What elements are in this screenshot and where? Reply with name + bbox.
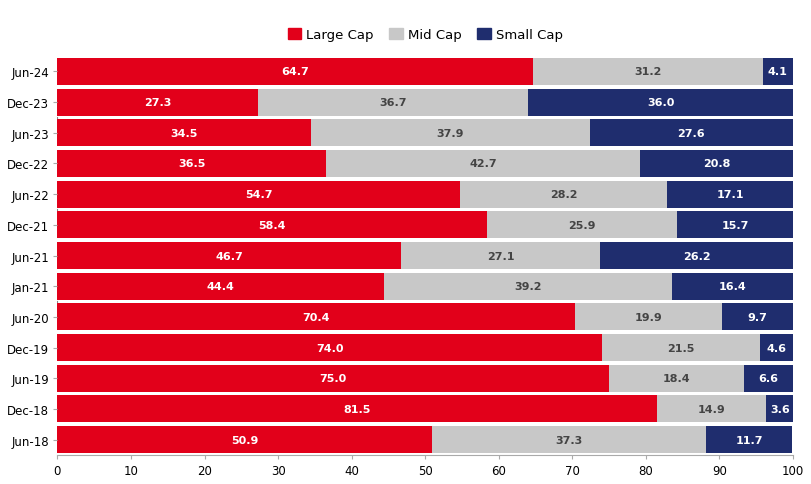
Text: 46.7: 46.7	[215, 251, 243, 261]
Text: 17.1: 17.1	[716, 190, 744, 200]
Bar	[58, 334, 602, 362]
Text: 26.2: 26.2	[683, 251, 710, 261]
Text: 37.3: 37.3	[556, 435, 582, 445]
Bar	[744, 365, 793, 392]
Text: 54.7: 54.7	[245, 190, 272, 200]
Bar	[528, 90, 793, 116]
Bar	[58, 426, 431, 453]
Text: 75.0: 75.0	[320, 374, 347, 383]
Text: 20.8: 20.8	[703, 159, 730, 169]
Bar	[58, 151, 326, 178]
Bar	[58, 273, 384, 300]
Bar	[58, 396, 657, 423]
Text: 31.2: 31.2	[634, 67, 662, 77]
Bar	[58, 242, 401, 270]
Text: 34.5: 34.5	[170, 129, 198, 138]
Text: 27.6: 27.6	[678, 129, 706, 138]
Text: 19.9: 19.9	[634, 312, 663, 322]
Text: 44.4: 44.4	[207, 282, 234, 292]
Bar	[763, 59, 793, 86]
Bar	[401, 242, 600, 270]
Text: 4.1: 4.1	[768, 67, 787, 77]
Bar	[431, 426, 706, 453]
Text: 4.6: 4.6	[766, 343, 787, 353]
Text: 14.9: 14.9	[697, 404, 726, 414]
Text: 3.6: 3.6	[770, 404, 790, 414]
Text: 28.2: 28.2	[550, 190, 577, 200]
Text: 70.4: 70.4	[303, 312, 330, 322]
Bar	[722, 304, 793, 331]
Text: 21.5: 21.5	[667, 343, 694, 353]
Text: 50.9: 50.9	[231, 435, 258, 445]
Bar	[58, 365, 609, 392]
Text: 42.7: 42.7	[469, 159, 496, 169]
Text: 58.4: 58.4	[259, 220, 286, 230]
Text: 27.3: 27.3	[144, 98, 171, 108]
Bar	[590, 120, 793, 147]
Bar	[460, 182, 667, 208]
Text: 15.7: 15.7	[722, 220, 749, 230]
Bar	[609, 365, 744, 392]
Text: 9.7: 9.7	[747, 312, 767, 322]
Bar	[58, 90, 258, 116]
Text: 74.0: 74.0	[315, 343, 343, 353]
Bar	[706, 426, 792, 453]
Text: 39.2: 39.2	[514, 282, 542, 292]
Bar	[667, 182, 793, 208]
Bar	[640, 151, 793, 178]
Text: 37.9: 37.9	[437, 129, 464, 138]
Bar	[672, 273, 793, 300]
Bar	[311, 120, 590, 147]
Bar	[58, 212, 487, 239]
Bar	[58, 120, 311, 147]
Text: 81.5: 81.5	[343, 404, 371, 414]
Legend: Large Cap, Mid Cap, Small Cap: Large Cap, Mid Cap, Small Cap	[282, 24, 569, 47]
Bar	[600, 242, 793, 270]
Bar	[258, 90, 528, 116]
Text: 36.7: 36.7	[380, 98, 407, 108]
Text: 18.4: 18.4	[663, 374, 690, 383]
Bar	[326, 151, 640, 178]
Bar	[602, 334, 760, 362]
Bar	[384, 273, 672, 300]
Bar	[677, 212, 793, 239]
Text: 36.5: 36.5	[178, 159, 205, 169]
Bar	[58, 304, 575, 331]
Bar	[766, 396, 793, 423]
Bar	[575, 304, 722, 331]
Text: 11.7: 11.7	[736, 435, 763, 445]
Text: 25.9: 25.9	[569, 220, 596, 230]
Bar	[760, 334, 794, 362]
Text: 36.0: 36.0	[647, 98, 674, 108]
Bar	[534, 59, 763, 86]
Text: 6.6: 6.6	[758, 374, 779, 383]
Bar	[487, 212, 677, 239]
Text: 16.4: 16.4	[719, 282, 746, 292]
Bar	[657, 396, 766, 423]
Bar	[58, 182, 460, 208]
Bar	[58, 59, 534, 86]
Text: 27.1: 27.1	[487, 251, 514, 261]
Text: 64.7: 64.7	[281, 67, 309, 77]
